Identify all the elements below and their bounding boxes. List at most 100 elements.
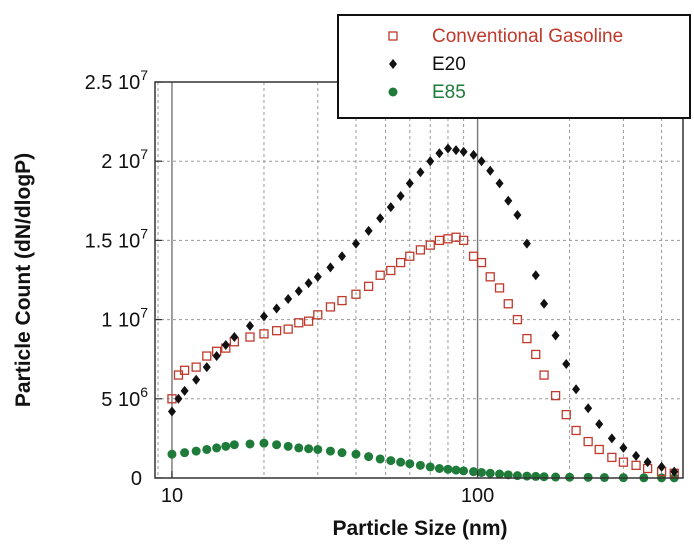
x-tick-label: 10: [161, 485, 183, 507]
series-conventional-gasoline: [167, 232, 679, 478]
grid-lines: [155, 82, 683, 478]
data-point: [522, 471, 532, 481]
data-point: [539, 370, 549, 380]
legend-marker: [389, 59, 397, 69]
data-point: [245, 439, 255, 449]
data-point: [304, 444, 314, 454]
data-point: [477, 156, 486, 167]
data-point: [375, 454, 385, 464]
data-point: [313, 310, 323, 320]
data-point: [375, 270, 385, 280]
x-axis-ticks: 10 100: [161, 471, 494, 507]
data-point: [173, 370, 184, 380]
data-point: [303, 316, 314, 326]
data-point: [221, 441, 231, 451]
data-point: [325, 302, 336, 312]
y-tick-label: 0: [131, 468, 142, 490]
data-point: [415, 245, 426, 255]
data-point: [551, 472, 561, 482]
data-point: [503, 470, 513, 480]
data-point: [259, 311, 268, 322]
data-point: [443, 464, 453, 474]
data-point: [495, 469, 505, 479]
data-point: [245, 320, 254, 331]
data-point: [229, 440, 239, 450]
data-point: [272, 440, 282, 450]
y-tick-label: 2.5 107: [85, 67, 149, 94]
y-tick-label: 2 107: [101, 146, 148, 173]
data-point: [512, 314, 523, 325]
data-point: [631, 460, 641, 470]
data-point: [351, 289, 361, 299]
data-point: [337, 251, 346, 262]
y-tick-exponent: 7: [140, 67, 148, 83]
data-point: [174, 393, 183, 404]
data-point: [522, 333, 532, 344]
data-point: [459, 466, 469, 476]
data-point: [504, 195, 513, 206]
data-point: [443, 143, 452, 154]
data-point: [565, 472, 575, 482]
data-point: [503, 299, 513, 309]
data-point: [191, 446, 201, 456]
y-tick-exponent: 6: [140, 384, 148, 400]
data-point: [476, 257, 487, 268]
data-point: [405, 459, 415, 469]
data-point: [396, 191, 405, 202]
data-point: [180, 385, 189, 396]
data-point: [191, 362, 201, 372]
data-point: [561, 409, 571, 420]
data-point: [294, 286, 303, 297]
data-point: [425, 240, 435, 250]
data-point: [572, 384, 581, 395]
series-e20: [167, 143, 679, 477]
data-point: [469, 467, 479, 477]
data-point: [304, 278, 313, 289]
data-point: [259, 329, 269, 339]
data-point: [284, 294, 293, 305]
data-point: [202, 444, 212, 454]
data-point: [395, 257, 406, 268]
data-point: [584, 403, 593, 414]
legend-label: Conventional Gasoline: [432, 26, 623, 47]
y-tick-exponent: 7: [140, 305, 148, 321]
data-point: [434, 463, 444, 473]
data-point: [386, 265, 396, 276]
data-point: [539, 472, 549, 482]
data-point: [405, 178, 414, 189]
data-point: [477, 467, 487, 477]
data-point: [351, 238, 360, 249]
data-point: [583, 436, 593, 447]
y-tick-label: 5 106: [101, 384, 148, 411]
data-point: [452, 145, 461, 156]
legend-marker: [388, 31, 398, 41]
y-axis-ticks: 0 5 106 1 107 1.5 107 2 107 2.5 107: [85, 67, 162, 490]
data-point: [531, 471, 541, 481]
legend-marker: [388, 87, 398, 97]
data-point: [531, 349, 541, 360]
data-point: [619, 442, 628, 453]
legend-label: E85: [432, 82, 466, 103]
data-point: [313, 271, 322, 282]
data-point: [283, 441, 293, 451]
data-point: [283, 324, 293, 334]
data-point: [531, 270, 540, 281]
data-point: [416, 167, 425, 178]
data-point: [259, 438, 269, 448]
y-tick-label: 1.5 107: [85, 225, 149, 252]
data-point: [230, 332, 239, 343]
data-point: [594, 444, 604, 455]
data-point: [540, 298, 549, 309]
data-point: [313, 444, 323, 454]
x-tick-label: 100: [461, 485, 494, 507]
data-point: [351, 449, 361, 459]
data-point: [167, 406, 176, 417]
data-point: [670, 466, 679, 477]
data-point: [550, 390, 561, 401]
data-point: [451, 465, 461, 475]
data-point: [325, 446, 335, 456]
legend-label: E20: [432, 54, 466, 75]
data-point: [386, 456, 396, 466]
data-point: [180, 448, 190, 458]
